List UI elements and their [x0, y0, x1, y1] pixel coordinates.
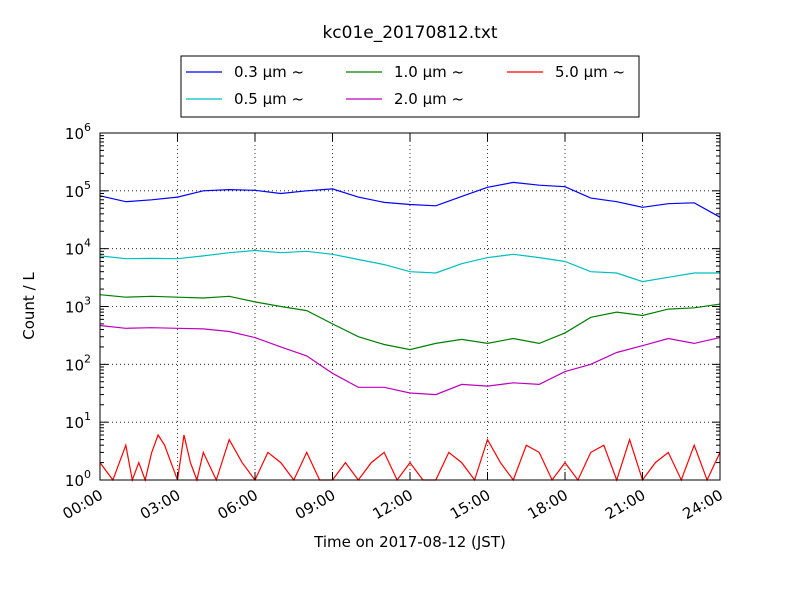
legend-label-1: 0.3 μm ~: [234, 63, 304, 81]
legend-label-3: 1.0 μm ~: [394, 63, 464, 81]
y-tick-label: 104: [65, 237, 91, 259]
y-tick-label: 103: [65, 295, 91, 317]
legend-label-2: 0.5 μm ~: [234, 90, 304, 108]
y-tick-label: 102: [65, 352, 91, 374]
legend-label-5: 5.0 μm ~: [555, 63, 625, 81]
y-tick-label: 100: [65, 468, 91, 490]
chart-title: kc01e_20170812.txt: [322, 23, 497, 43]
series-line-3: [99, 294, 721, 351]
x-axis-label: Time on 2017-08-12 (JST): [313, 533, 506, 551]
legend-box: [180, 55, 640, 118]
series-line-5: [99, 433, 721, 483]
y-tick-label: 101: [65, 410, 91, 432]
grid-lines: [100, 133, 720, 480]
legend: 0.3 μm ~ 0.5 μm ~ 1.0 μm ~ 2.0 μm ~ 5.0 μm ~: [180, 55, 640, 118]
series-line-1: [99, 181, 721, 218]
legend-label-4: 2.0 μm ~: [394, 90, 464, 108]
y-axis: 100 101 102 103 104 105 106: [65, 121, 720, 490]
plot-series: [99, 181, 721, 483]
y-axis-label: Count / L: [20, 272, 38, 340]
y-tick-label: 105: [65, 179, 91, 201]
y-tick-label: 106: [65, 121, 91, 143]
series-line-4: [99, 324, 721, 396]
series-line-2: [99, 249, 720, 283]
